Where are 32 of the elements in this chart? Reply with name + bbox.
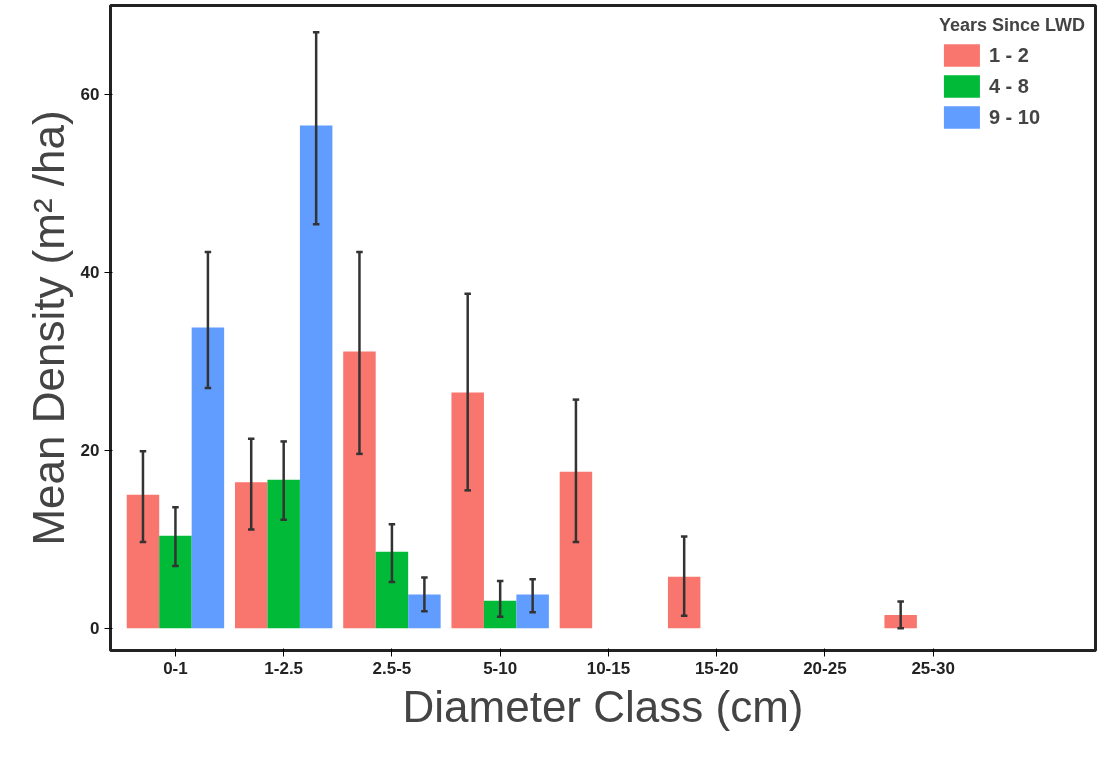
x-tick-label: 10-15 [586, 658, 631, 678]
bar [408, 594, 441, 629]
y-tick-label: 40 [80, 263, 100, 283]
y-axis-title: Mean Density (m² /ha) [23, 110, 73, 546]
bar [267, 479, 300, 629]
x-tick-label: 5-10 [483, 658, 518, 678]
bar [126, 494, 160, 629]
legend-label: 9 - 10 [988, 105, 1041, 129]
x-tick-label: 15-20 [694, 658, 739, 678]
bar [451, 392, 484, 629]
x-tick-label: 20-25 [803, 658, 847, 678]
x-tick-label: 25-30 [911, 658, 955, 678]
bar [375, 551, 409, 629]
x-axis-title: Diameter Class (cm) [402, 681, 804, 731]
y-tick-label: 0 [90, 619, 100, 639]
bar [483, 600, 517, 629]
bar [299, 125, 333, 629]
bar [343, 351, 376, 629]
legend-label: 4 - 8 [988, 74, 1029, 98]
x-tick-label: 2.5-5 [372, 658, 412, 678]
legend-title: Years Since LWD [938, 15, 1085, 36]
x-tick-label: 1-2.5 [264, 658, 304, 678]
bar [234, 482, 268, 629]
bar [159, 535, 192, 629]
y-tick-label: 60 [80, 85, 100, 105]
x-tick-label: 0-1 [163, 658, 188, 678]
bar [559, 471, 593, 629]
bar [191, 327, 225, 629]
y-tick-label: 20 [80, 441, 100, 461]
legend-label: 1 - 2 [988, 43, 1029, 67]
bar [516, 594, 549, 629]
bar [667, 576, 701, 629]
